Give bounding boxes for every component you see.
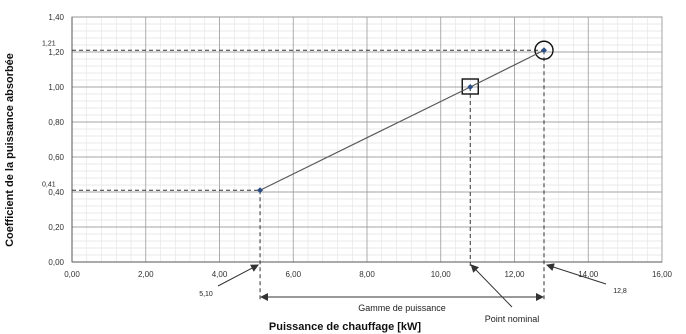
max-point-circle	[534, 40, 554, 60]
data-point	[467, 84, 474, 90]
x-tick-label: 4,00	[212, 270, 228, 279]
y-tick-label: 0,60	[48, 153, 64, 162]
axes: 0,00 2,00 4,00 6,00 8,00 10,00 12,00 14,00 16,00…	[48, 13, 672, 279]
nominal-arrow	[470, 264, 513, 308]
series	[257, 47, 547, 194]
y-tick-label: 0,00	[48, 258, 64, 267]
min-x-arrow	[217, 264, 259, 287]
data-point	[541, 47, 547, 54]
range-label: Gamme de puissance	[358, 303, 446, 313]
y-tick-label: 1,40	[48, 13, 64, 22]
min-x-label: 5,10	[199, 291, 213, 298]
x-tick-label: 10,00	[431, 270, 452, 279]
y-tick-label: 0,20	[48, 223, 64, 232]
x-tick-label: 2,00	[138, 270, 154, 279]
y-tick-label: 0,40	[48, 188, 64, 197]
data-point	[257, 187, 264, 194]
y-tick-label: 0,80	[48, 118, 64, 127]
annotations: 0,41 1,21 Gamme de puissance 5,10 Point nomi…	[42, 40, 627, 324]
x-tick-label: 14,00	[578, 270, 599, 279]
x-axis-title: Puissance de chauffage [kW]	[269, 321, 422, 333]
x-tick-label: 8,00	[359, 270, 375, 279]
grid	[71, 16, 663, 263]
x-tick-label: 0,00	[64, 270, 80, 279]
y-tick-label: 1,20	[48, 48, 64, 57]
x-tick-label: 6,00	[285, 270, 301, 279]
x-tick-label: 16,00	[652, 270, 673, 279]
nominal-label: Point nominal	[485, 314, 540, 324]
max-x-label: 12,8	[613, 288, 627, 295]
min-y-label: 0,41	[42, 181, 56, 188]
y-axis-title: Coefficient de la puissance absorbée	[4, 53, 16, 247]
nominal-point-box	[461, 78, 479, 95]
x-tick-label: 12,00	[504, 270, 525, 279]
y-tick-label: 1,00	[48, 83, 64, 92]
max-x-arrow	[546, 263, 607, 285]
max-y-label: 1,21	[42, 40, 56, 47]
